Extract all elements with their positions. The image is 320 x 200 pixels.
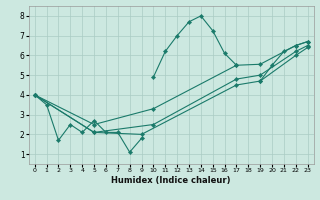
- X-axis label: Humidex (Indice chaleur): Humidex (Indice chaleur): [111, 176, 231, 185]
